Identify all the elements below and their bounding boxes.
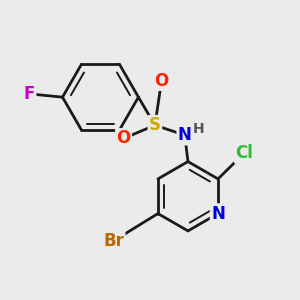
Text: F: F (24, 85, 35, 103)
Text: Br: Br (103, 232, 124, 250)
Text: O: O (154, 72, 169, 90)
Text: N: N (178, 126, 192, 144)
Text: O: O (116, 129, 131, 147)
Text: S: S (149, 116, 161, 134)
Text: Cl: Cl (235, 144, 253, 162)
Text: H: H (193, 122, 204, 136)
Text: N: N (211, 205, 225, 223)
